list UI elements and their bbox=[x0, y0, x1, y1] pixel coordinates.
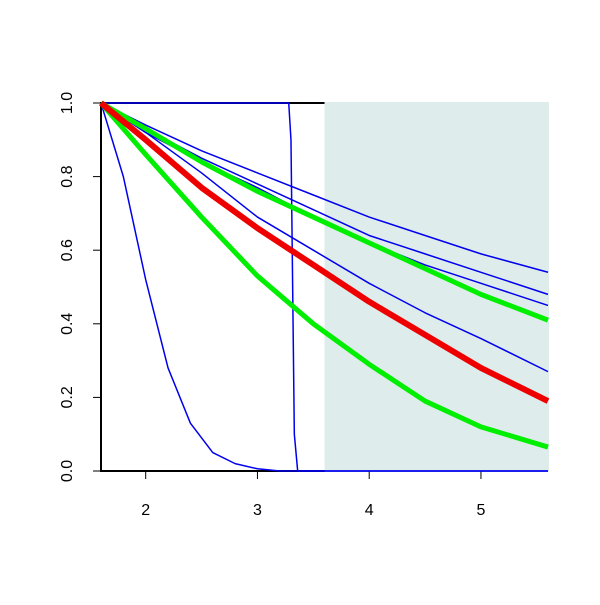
x-tick-label: 2 bbox=[141, 502, 150, 519]
series-line bbox=[100, 102, 549, 373]
x-tick-label: 5 bbox=[476, 502, 485, 519]
series-line bbox=[100, 102, 548, 472]
y-tick-label: 1.0 bbox=[59, 92, 76, 114]
x-tick-label: 4 bbox=[365, 502, 374, 519]
y-tick-label: 0.2 bbox=[59, 386, 76, 408]
y-tick-label: 0.8 bbox=[59, 165, 76, 187]
series-line bbox=[99, 100, 549, 323]
y-tick-label: 0.4 bbox=[59, 313, 76, 335]
series-line bbox=[99, 101, 549, 450]
shaded-region bbox=[324, 102, 549, 472]
series-line bbox=[101, 102, 548, 472]
series-line bbox=[99, 100, 550, 404]
y-tick-label: 0.6 bbox=[59, 239, 76, 261]
x-tick-label: 3 bbox=[253, 502, 262, 519]
series-line bbox=[100, 102, 549, 274]
y-tick-label: 0.0 bbox=[59, 460, 76, 482]
